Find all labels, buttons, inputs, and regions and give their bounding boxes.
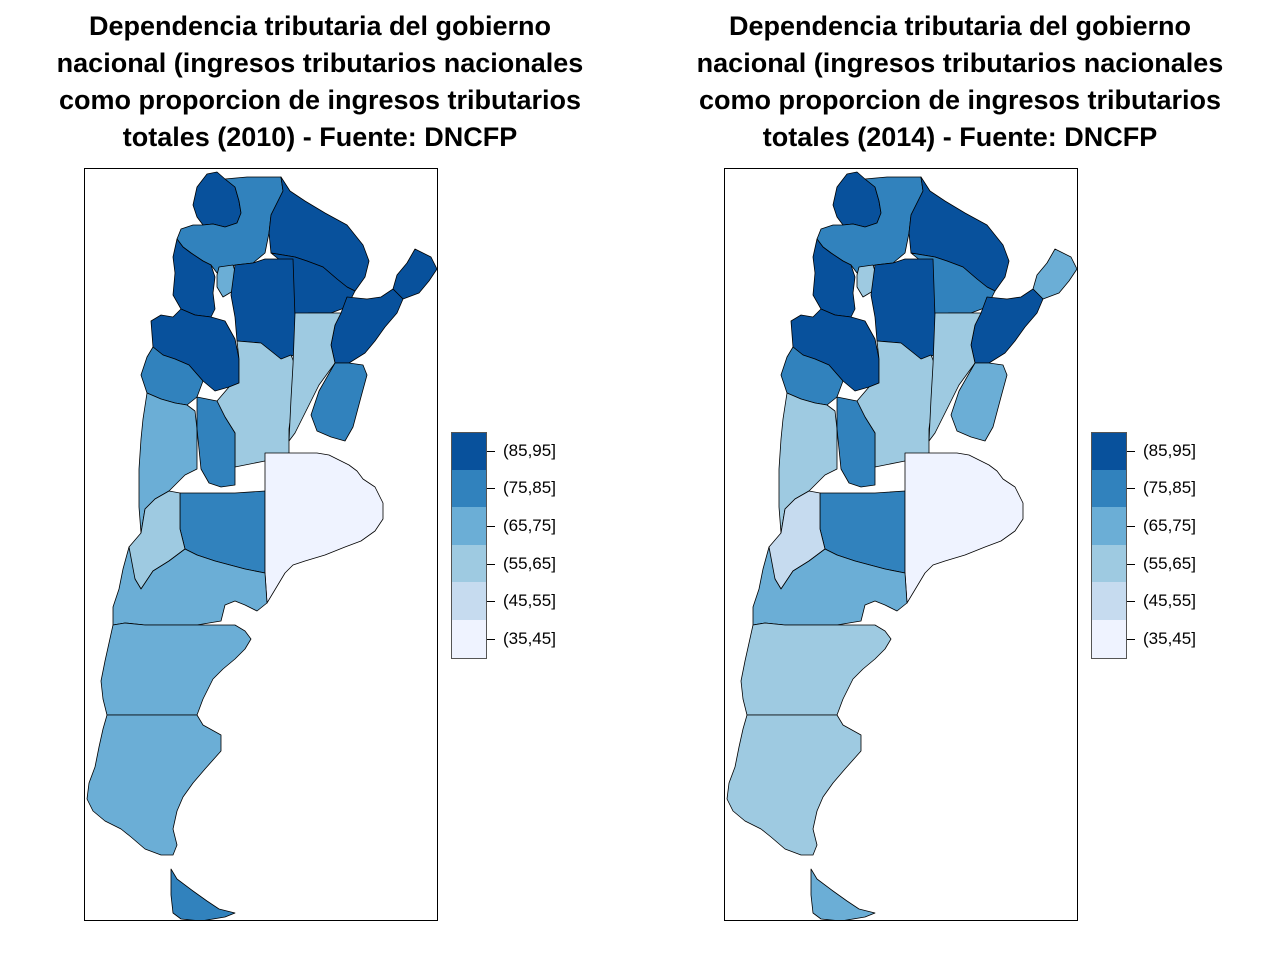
legend-tick <box>1127 601 1135 603</box>
province-tierradelfuego <box>810 868 876 920</box>
legend-label: (45,55] <box>503 591 556 611</box>
legend-tick <box>487 638 495 640</box>
title-line: como proporcion de ingresos tributarios <box>58 85 582 115</box>
legend-tick <box>1127 450 1135 452</box>
province-buenosaires <box>904 452 1024 604</box>
province-misiones <box>392 248 437 300</box>
province-buenosaires <box>264 452 384 604</box>
province-entrerios <box>950 362 1008 442</box>
province-santacruz <box>726 714 862 856</box>
map-panel-2010: Dependencia tributaria del gobierno naci… <box>0 8 640 921</box>
legend-label: (65,75] <box>1143 516 1196 535</box>
legend-label: (35,45] <box>503 628 556 648</box>
argentina-choropleth-map <box>86 171 437 920</box>
title-line: Dependencia tributaria del gobierno <box>88 11 552 41</box>
legend-label: (55,65] <box>503 553 556 573</box>
legend-tick <box>487 450 495 452</box>
legend-label: (85,95] <box>1143 440 1196 460</box>
map-frame <box>724 168 1078 921</box>
title-line: nacional (ingresos tributarios nacionale… <box>696 48 1224 78</box>
title-line: totales (2014) - Fuente: DNCFP <box>762 122 1158 152</box>
province-entrerios <box>310 362 368 442</box>
legend-label: (85,95] <box>503 440 556 460</box>
province-sanluis <box>836 396 876 488</box>
legend-label: (55,65] <box>1143 553 1196 573</box>
legend-frame <box>451 432 487 659</box>
title-line: nacional (ingresos tributarios nacionale… <box>56 48 584 78</box>
legend-tick <box>1127 563 1135 565</box>
title-line: como proporcion de ingresos tributarios <box>698 85 1222 115</box>
province-misiones <box>1032 248 1077 300</box>
province-tierradelfuego <box>170 868 236 920</box>
legend-tick <box>487 563 495 565</box>
map-title: Dependencia tributaria del gobierno naci… <box>0 8 640 156</box>
province-santafe <box>928 312 982 442</box>
title-line: totales (2010) - Fuente: DNCFP <box>122 122 518 152</box>
province-santafe <box>288 312 342 442</box>
legend-tick <box>487 526 495 527</box>
map-title: Dependencia tributaria del gobierno naci… <box>640 8 1280 156</box>
province-chubut <box>740 622 892 716</box>
legend-swatch <box>451 620 487 659</box>
province-chubut <box>100 622 252 716</box>
province-catamarca <box>172 238 216 318</box>
legend-label: (75,85] <box>1143 478 1196 498</box>
legend-tick <box>487 488 495 490</box>
argentina-choropleth-map <box>726 171 1077 920</box>
legend-label: (75,85] <box>503 478 556 498</box>
province-rionegro <box>112 546 268 626</box>
map-frame <box>84 168 438 921</box>
legend-label: (65,75] <box>503 516 556 535</box>
legend-tick <box>1127 488 1135 490</box>
province-santacruz <box>86 714 222 856</box>
title-line: Dependencia tributaria del gobierno <box>728 11 1192 41</box>
province-sanluis <box>196 396 236 488</box>
legend-label: (35,45] <box>1143 628 1196 648</box>
province-rionegro <box>752 546 908 626</box>
legend-label: (45,55] <box>1143 591 1196 611</box>
province-catamarca <box>812 238 856 318</box>
legend-tick <box>487 601 495 603</box>
map-panel-2014: Dependencia tributaria del gobierno naci… <box>640 0 1280 960</box>
legend-tick <box>1127 638 1135 640</box>
legend-tick <box>1127 526 1135 527</box>
legend-frame <box>1091 432 1127 659</box>
